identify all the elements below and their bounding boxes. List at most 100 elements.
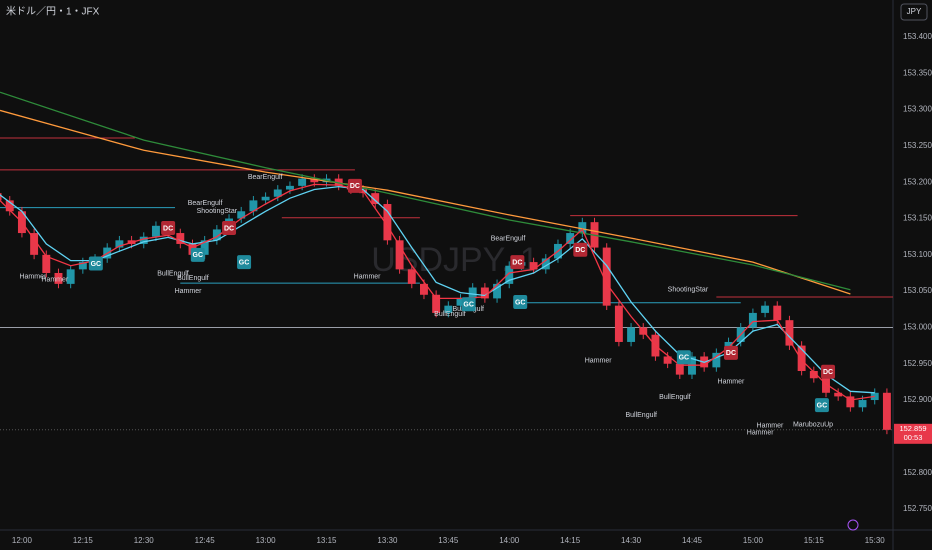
signal-label: DC [350, 183, 360, 190]
signal-label: DC [726, 350, 736, 357]
candle-body [541, 258, 550, 270]
signal: DC [723, 345, 738, 360]
candle-body [212, 229, 221, 241]
pattern-label: Hammer [175, 288, 203, 295]
candle-body [420, 283, 428, 295]
candle-body [310, 178, 319, 183]
signal-label: GC [193, 252, 204, 259]
y-tick-label: 153.050 [903, 286, 932, 295]
y-tick-label: 153.250 [903, 141, 932, 150]
y-tick-label: 153.350 [903, 68, 932, 77]
candle-body [858, 400, 867, 408]
candle-body [748, 312, 757, 328]
candle-body [614, 305, 623, 342]
signal: GC [237, 255, 252, 270]
candle-body [846, 396, 855, 408]
pattern-label: Hammer [19, 273, 47, 280]
y-tick-label: 152.950 [903, 359, 932, 368]
pattern-label: Hammer [354, 273, 382, 280]
candle-body [261, 196, 270, 201]
candle-body [773, 305, 782, 321]
candle-body [761, 305, 770, 313]
candle-body [383, 204, 392, 241]
x-tick-label: 14:15 [560, 536, 581, 545]
signal-badge [161, 220, 176, 235]
x-tick-label: 14:45 [682, 536, 703, 545]
pattern-label: BullEngulf [434, 311, 466, 318]
signal-label: DC [224, 225, 234, 232]
signal-label: DC [823, 369, 833, 376]
pattern-label: BullEngulf [625, 412, 657, 419]
signal-label: GC [239, 259, 250, 266]
signal-badge [347, 178, 362, 193]
signal: GC [814, 398, 829, 413]
candle-body [468, 287, 477, 299]
indicator-line [0, 109, 851, 295]
x-tick-label: 12:00 [12, 536, 33, 545]
pattern-label: BullEngulf [659, 394, 691, 401]
signal: DC [510, 255, 525, 270]
x-tick-label: 12:45 [195, 536, 216, 545]
y-tick-label: 152.800 [903, 468, 932, 477]
pattern-label: Hammer [585, 358, 613, 365]
candle-body [66, 269, 75, 284]
candle-body [578, 222, 587, 234]
candle-body [480, 287, 489, 299]
candle-body [785, 320, 794, 346]
signal-badge [723, 345, 738, 360]
candle-body [30, 233, 39, 255]
x-tick-label: 12:15 [73, 536, 94, 545]
signal-badge [510, 255, 525, 270]
signal-badge [573, 242, 588, 257]
candle-body [529, 262, 538, 270]
signal: DC [573, 242, 588, 257]
x-tick-label: 13:15 [316, 536, 337, 545]
candle-body [627, 327, 636, 342]
pattern-label: ShootingStar [197, 208, 238, 215]
signal-label: GC [91, 261, 102, 268]
signal-badge [88, 256, 103, 271]
candle-body [602, 247, 611, 306]
pattern-label: BearEngulf [248, 174, 283, 181]
candle-body [334, 178, 343, 186]
x-tick-label: 15:30 [865, 536, 886, 545]
y-tick-label: 153.150 [903, 214, 932, 223]
candle-body [444, 305, 453, 313]
signal-label: GC [515, 299, 526, 306]
y-tick-label: 152.900 [903, 395, 932, 404]
candle-body [407, 269, 416, 284]
signal: GC [190, 247, 205, 262]
candle-body [200, 240, 209, 255]
signal: GC [676, 350, 691, 365]
x-tick-label: 15:15 [804, 536, 825, 545]
currency-label[interactable]: JPY [907, 7, 922, 16]
candle-body [566, 233, 575, 244]
signal-label: GC [817, 402, 828, 409]
last-price-label: 152.859 [899, 424, 926, 433]
currency-button[interactable] [900, 3, 928, 21]
icon[interactable] [847, 519, 859, 531]
candle-body [822, 378, 830, 393]
y-tick-label: 153.100 [903, 250, 932, 259]
indicator-line [0, 91, 851, 291]
pattern-label: Hammer [757, 422, 785, 429]
pattern-label: Hammer [718, 379, 746, 386]
pattern-label: Hammer [41, 276, 69, 283]
signal: DC [161, 220, 176, 235]
chart-title: 米ドル／円・1・JFX [6, 5, 100, 18]
candle-body [663, 356, 672, 364]
x-tick-label: 13:00 [256, 536, 277, 545]
pattern-label: BearEngulf [491, 236, 526, 243]
pattern-label: MarubozuUp [793, 422, 833, 429]
countdown: 00:53 [904, 433, 923, 442]
signal-badge [190, 247, 205, 262]
signal-badge [237, 255, 252, 270]
x-tick-label: 14:30 [621, 536, 642, 545]
candle-body [712, 352, 721, 368]
last-price-box [894, 423, 932, 444]
candle-body [0, 193, 2, 201]
signal-label: DC [512, 259, 522, 266]
candle-body [115, 240, 124, 248]
